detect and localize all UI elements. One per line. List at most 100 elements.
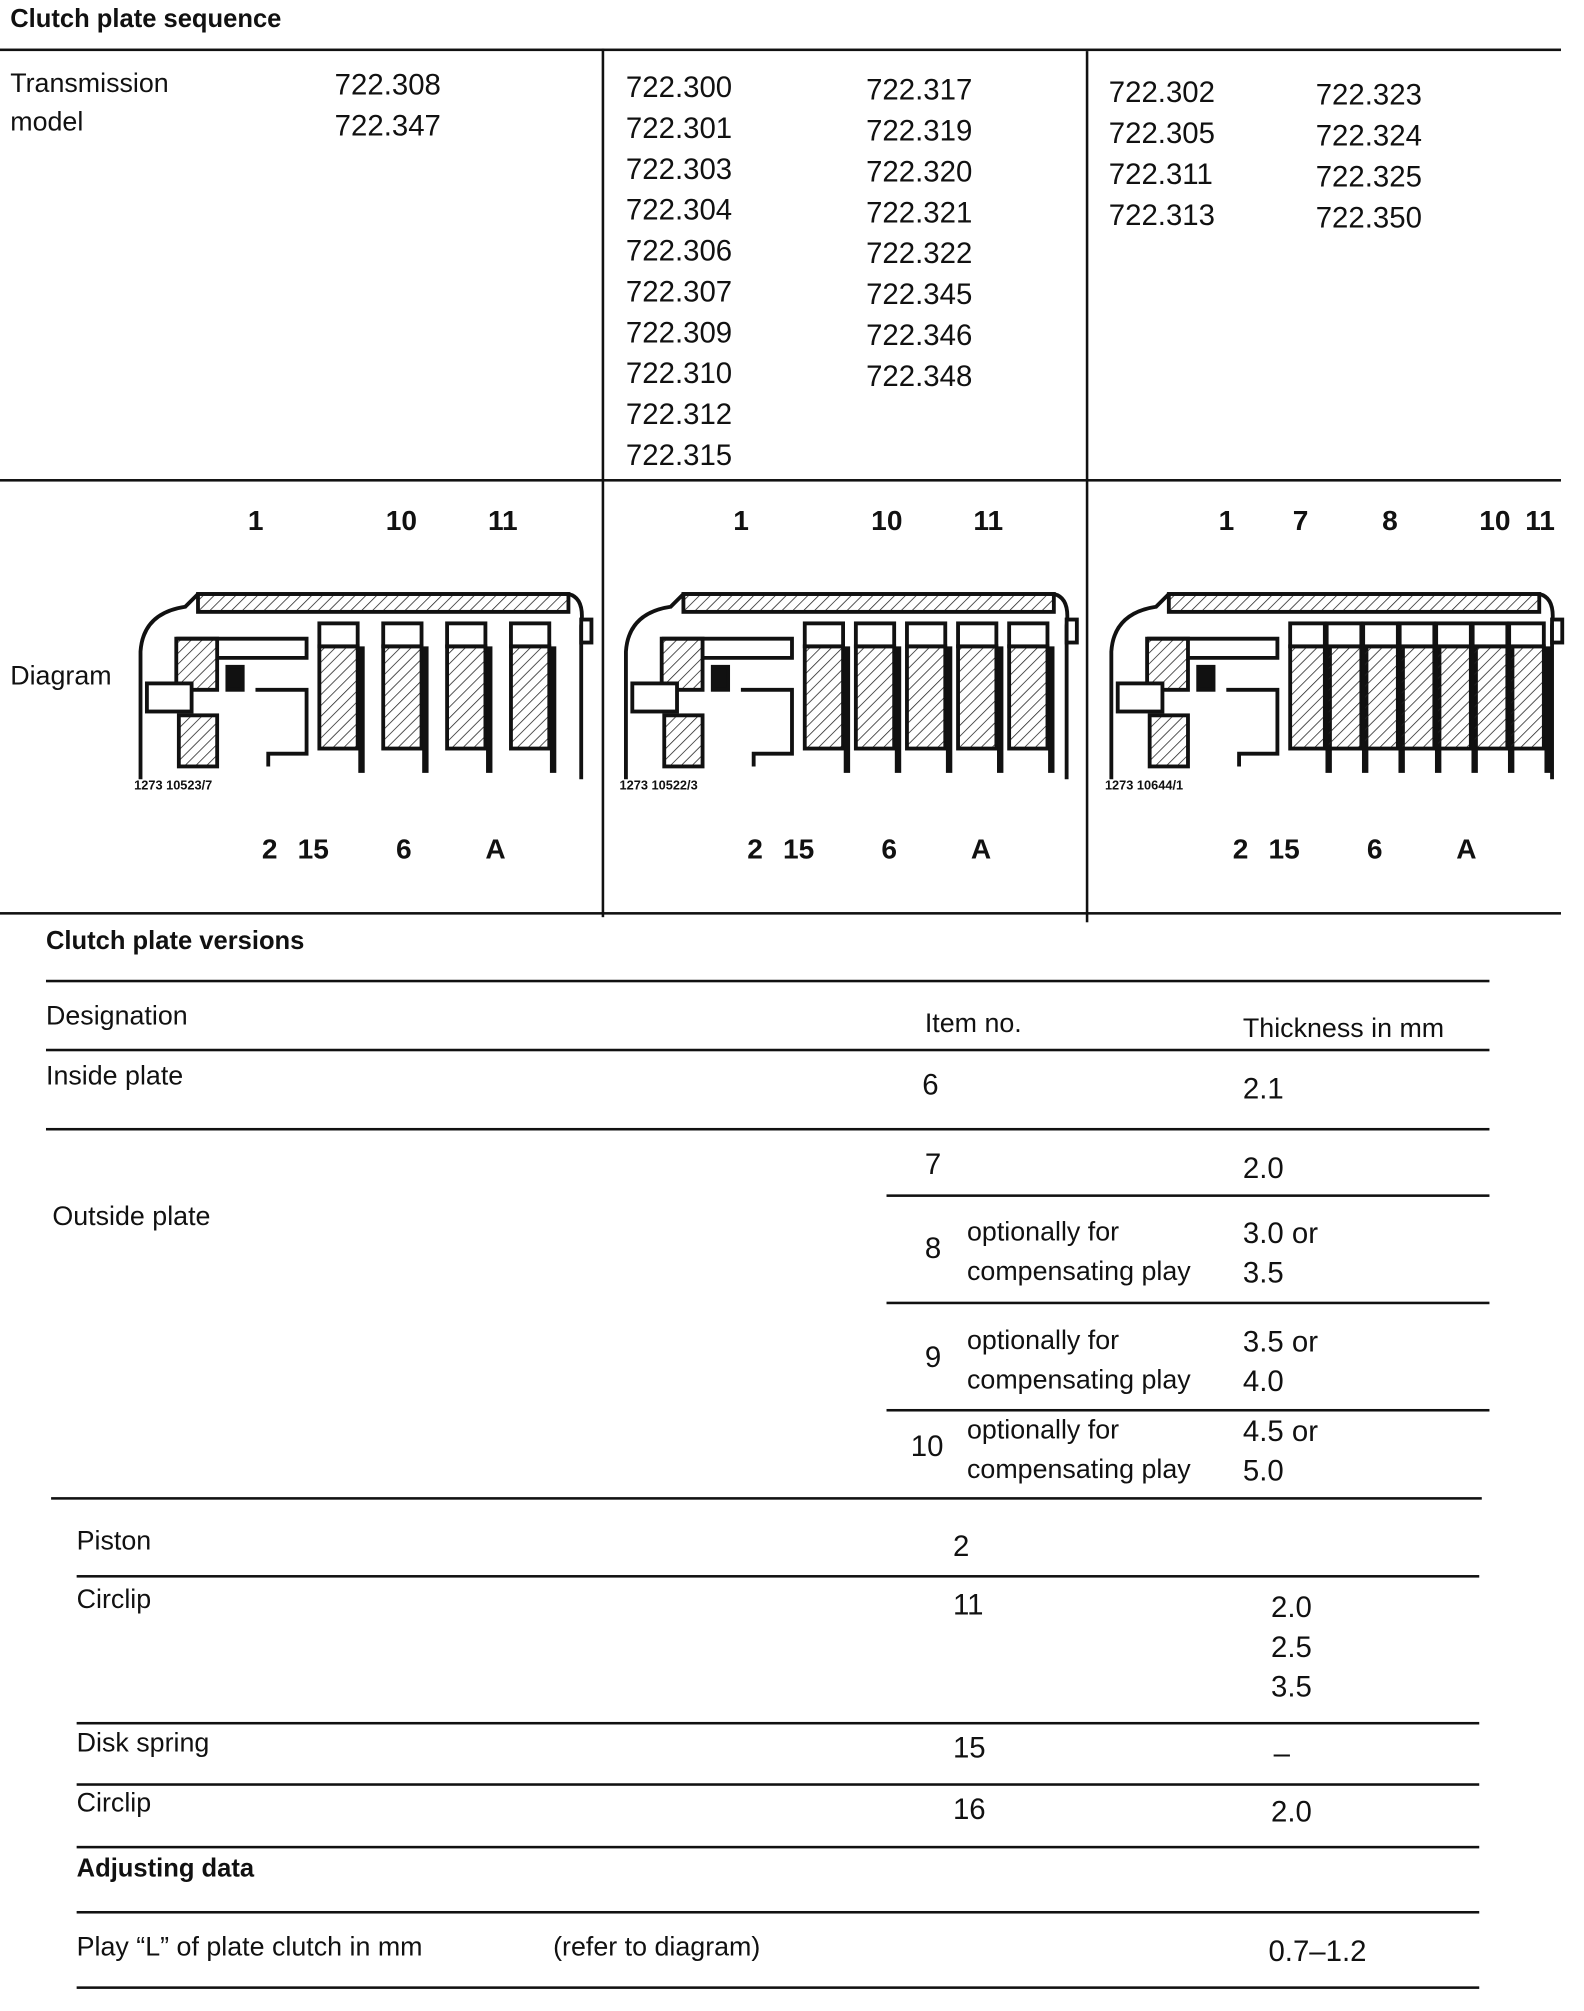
callout-number: 2: [261, 832, 278, 865]
model-number: 722.346: [866, 318, 973, 352]
model-number: 722.323: [1315, 77, 1422, 112]
model-number: 722.311: [1108, 157, 1213, 191]
circlip-2-item: 16: [952, 1792, 986, 1826]
outside-plate-thickness: 3.0 or: [1242, 1216, 1319, 1250]
divider: [76, 1910, 1480, 1914]
model-number: 722.306: [625, 233, 733, 267]
model-number: 722.310: [625, 356, 733, 390]
adjusting-data-title: Adjusting data: [76, 1854, 255, 1883]
transmission-label: Transmission: [10, 68, 169, 99]
outside-plate-thickness: 3.5: [1242, 1255, 1284, 1289]
callout-number: 1: [247, 504, 264, 537]
disk-spring-thickness: –: [1273, 1735, 1290, 1770]
play-value: 0.7–1.2: [1268, 1933, 1367, 1968]
figure-number: 1273 10644/1: [1104, 779, 1184, 794]
model-number: 722.303: [625, 152, 733, 186]
play-reference: (refer to diagram): [553, 1932, 761, 1963]
callout-number: 6: [395, 832, 412, 865]
callout-number: 10: [1479, 504, 1511, 537]
model-number: 722.305: [1108, 116, 1215, 150]
divider: [601, 48, 605, 918]
outside-plate-note: compensating play: [966, 1454, 1191, 1485]
model-number: 722.300: [625, 70, 733, 104]
outside-plate-item: 8: [924, 1231, 942, 1265]
model-number: 722.325: [1315, 159, 1422, 193]
model-number: 722.348: [866, 358, 973, 393]
model-number: 722.322: [866, 236, 973, 270]
outside-plate-item: 7: [924, 1147, 942, 1181]
model-number: 722.320: [866, 154, 973, 188]
model-number: 722.308: [334, 67, 441, 101]
divider: [76, 1575, 1480, 1578]
divider: [51, 1497, 1482, 1500]
divider: [0, 479, 1561, 482]
play-label: Play “L” of plate clutch in mm: [76, 1932, 423, 1963]
divider: [76, 1721, 1480, 1725]
inside-plate-label: Inside plate: [45, 1061, 184, 1091]
divider: [45, 1048, 1490, 1052]
outside-plate-note: compensating play: [966, 1365, 1191, 1395]
outside-plate-item: 10: [910, 1429, 944, 1463]
figure-number: 1273 10522/3: [619, 779, 698, 794]
model-number: 722.321: [866, 195, 973, 229]
clutch-section-drawing: [138, 592, 594, 780]
callout-number: 8: [1382, 504, 1398, 537]
callout-number: 11: [487, 504, 518, 537]
outside-plate-thickness: 4.0: [1242, 1364, 1284, 1398]
outside-plate-note: optionally for: [966, 1415, 1120, 1445]
header-thickness: Thickness in mm: [1242, 1014, 1445, 1044]
callout-number: 10: [385, 504, 418, 537]
outside-plate-item: 9: [924, 1339, 942, 1374]
model-number: 722.315: [625, 438, 733, 472]
divider: [76, 1783, 1480, 1786]
circlip-thickness: 3.5: [1271, 1669, 1312, 1703]
outside-plate-thickness: 5.0: [1242, 1453, 1284, 1487]
model-number: 722.347: [334, 108, 441, 142]
disk-spring-item: 15: [952, 1730, 986, 1765]
model-number: 722.324: [1315, 118, 1422, 153]
circlip-item: 11: [952, 1587, 984, 1622]
outside-plate-label: Outside plate: [52, 1202, 211, 1232]
piston-label: Piston: [76, 1526, 152, 1556]
outside-plate-thickness: 3.5 or: [1242, 1324, 1319, 1358]
callout-number: 15: [783, 832, 815, 865]
model-number: 722.345: [866, 277, 973, 311]
model-label: model: [10, 107, 84, 137]
divider: [45, 979, 1490, 983]
model-number: 722.309: [625, 315, 733, 349]
callout-number: 2: [747, 832, 763, 865]
section-marker: A: [485, 832, 506, 865]
divider: [886, 1194, 1490, 1197]
outside-plate-note: optionally for: [966, 1217, 1120, 1247]
inside-plate-thickness: 2.1: [1242, 1071, 1284, 1105]
disk-spring-label: Disk spring: [76, 1728, 210, 1758]
model-number: 722.319: [866, 113, 973, 147]
outside-plate-thickness: 2.0: [1242, 1150, 1284, 1185]
divider: [886, 1408, 1490, 1412]
callout-number: 15: [297, 832, 329, 865]
divider: [1085, 51, 1089, 923]
outside-plate-note: compensating play: [966, 1256, 1191, 1287]
circlip-2-thickness: 2.0: [1271, 1794, 1312, 1828]
circlip-2-label: Circlip: [76, 1788, 152, 1818]
divider: [886, 1301, 1490, 1305]
callout-number: 10: [871, 504, 903, 537]
circlip-thickness: 2.0: [1271, 1590, 1312, 1624]
section-marker: A: [1456, 832, 1477, 865]
callout-number: 2: [1232, 832, 1249, 865]
model-number: 722.312: [625, 397, 733, 431]
model-number: 722.301: [625, 111, 733, 145]
callout-number: 15: [1268, 832, 1300, 865]
section-marker: A: [970, 832, 992, 865]
clutch-section-drawing: [624, 592, 1079, 780]
callout-number: 1: [1218, 504, 1235, 537]
divider: [0, 912, 1561, 915]
divider: [76, 1845, 1480, 1849]
divider: [76, 1986, 1480, 1989]
diagram-label: Diagram: [10, 661, 112, 692]
callout-number: 6: [881, 832, 898, 865]
divider: [45, 1127, 1490, 1131]
versions-title: Clutch plate versions: [45, 927, 305, 956]
model-number: 722.304: [625, 192, 733, 227]
